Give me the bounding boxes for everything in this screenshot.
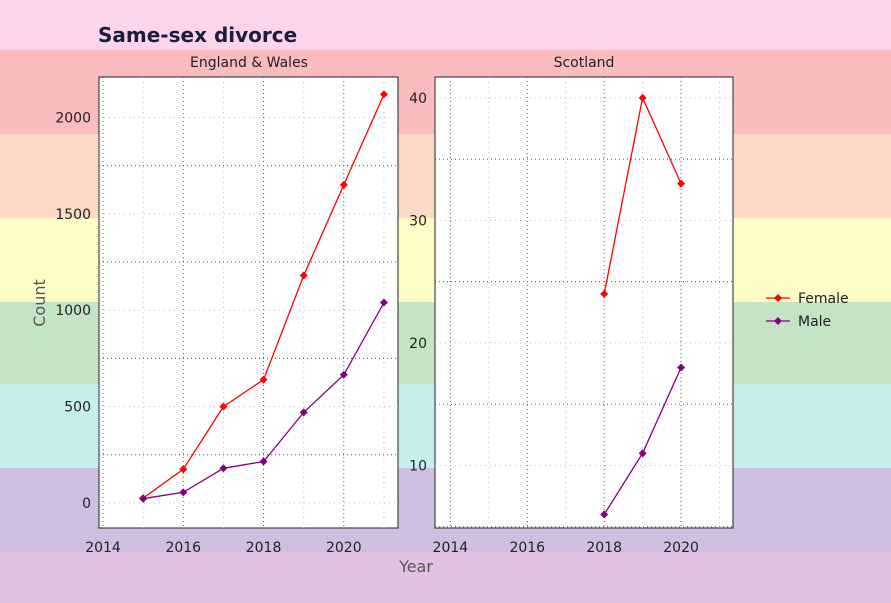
data-point-male bbox=[677, 363, 686, 372]
points-scotland bbox=[600, 93, 686, 519]
data-point-male bbox=[638, 449, 647, 458]
data-point-female bbox=[339, 180, 348, 189]
y-tick-label: 1500 bbox=[55, 207, 91, 223]
x-tick-label: 2014 bbox=[433, 540, 469, 556]
chart-title: Same-sex divorce bbox=[98, 23, 297, 47]
x-tick-label: 2016 bbox=[165, 540, 201, 556]
data-point-male bbox=[139, 494, 148, 503]
y-ticks-scotland: 10 20 30 40 bbox=[409, 91, 427, 475]
y-tick-label: 20 bbox=[409, 336, 427, 352]
data-point-male bbox=[259, 457, 268, 466]
facet-scotland: Scotland 2014 2016 2018 2020 10 20 30 40 bbox=[409, 55, 734, 556]
facet-england-wales: England & Wales 2014 2016 2018 2020 0 500 100… bbox=[55, 55, 399, 556]
data-point-male bbox=[219, 464, 228, 473]
legend-marker-female bbox=[774, 294, 782, 302]
data-point-male bbox=[600, 510, 609, 519]
points-england-wales bbox=[139, 90, 388, 503]
y-tick-label: 1000 bbox=[55, 303, 91, 319]
x-ticks-scotland: 2014 2016 2018 2020 bbox=[433, 540, 699, 556]
data-point-male bbox=[339, 370, 348, 379]
background-band bbox=[0, 552, 891, 603]
data-point-female bbox=[259, 375, 268, 384]
panel-scotland bbox=[434, 76, 734, 529]
x-tick-label: 2018 bbox=[246, 540, 282, 556]
data-point-female bbox=[379, 90, 388, 99]
y-tick-label: 0 bbox=[82, 496, 91, 512]
legend: Female Male bbox=[766, 291, 849, 330]
x-ticks-england-wales: 2014 2016 2018 2020 bbox=[85, 540, 361, 556]
y-tick-label: 40 bbox=[409, 91, 427, 107]
x-tick-label: 2020 bbox=[326, 540, 362, 556]
legend-label-male: Male bbox=[798, 314, 831, 330]
data-point-female bbox=[179, 465, 188, 474]
facet-title-england-wales: England & Wales bbox=[190, 55, 308, 71]
x-tick-label: 2020 bbox=[663, 540, 699, 556]
x-tick-label: 2018 bbox=[586, 540, 622, 556]
y-tick-label: 2000 bbox=[55, 110, 91, 126]
x-axis-label: Year bbox=[398, 557, 433, 576]
y-tick-label: 10 bbox=[409, 458, 427, 474]
legend-marker-male bbox=[774, 317, 782, 325]
data-point-male bbox=[179, 488, 188, 497]
data-point-female bbox=[219, 402, 228, 411]
data-point-female bbox=[638, 93, 647, 102]
data-point-male bbox=[379, 298, 388, 307]
y-tick-label: 30 bbox=[409, 213, 427, 229]
x-tick-label: 2016 bbox=[509, 540, 545, 556]
y-tick-label: 500 bbox=[64, 400, 91, 416]
x-tick-label: 2014 bbox=[85, 540, 121, 556]
y-ticks-england-wales: 0 500 1000 1500 2000 bbox=[55, 110, 91, 511]
data-point-female bbox=[299, 271, 308, 280]
y-axis-label: Count bbox=[30, 279, 49, 327]
legend-label-female: Female bbox=[798, 291, 849, 307]
data-point-female bbox=[677, 179, 686, 188]
panel-england-wales bbox=[98, 76, 399, 529]
data-point-female bbox=[600, 289, 609, 298]
background-band bbox=[0, 0, 891, 50]
facet-title-scotland: Scotland bbox=[554, 55, 615, 71]
data-point-male bbox=[299, 408, 308, 417]
